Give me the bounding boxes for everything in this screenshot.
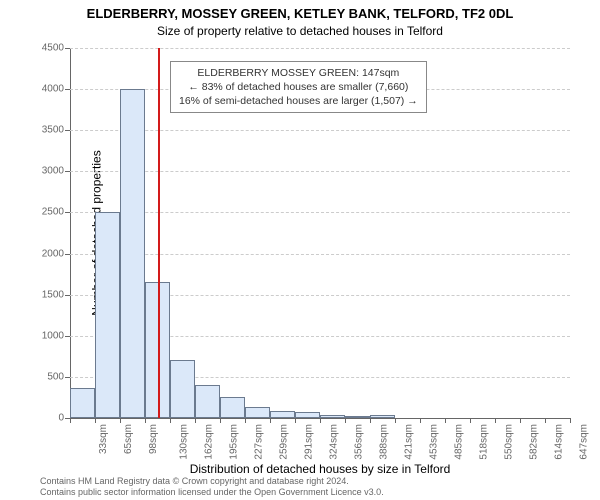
x-tick-mark xyxy=(470,418,471,423)
histogram-bar xyxy=(70,388,95,418)
y-tick-label: 0 xyxy=(58,413,64,424)
y-tick-mark xyxy=(65,171,70,172)
x-tick-mark xyxy=(170,418,171,423)
x-tick-mark xyxy=(420,418,421,423)
x-tick-label: 356sqm xyxy=(354,424,365,460)
x-tick-mark xyxy=(320,418,321,423)
x-tick-mark xyxy=(195,418,196,423)
x-tick-mark xyxy=(570,418,571,423)
x-tick-label: 33sqm xyxy=(98,424,109,454)
y-tick-mark xyxy=(65,89,70,90)
histogram-bar xyxy=(370,415,395,418)
annotation-line: ← 83% of detached houses are smaller (7,… xyxy=(179,80,418,94)
y-tick-label: 1500 xyxy=(42,289,64,300)
x-tick-label: 421sqm xyxy=(404,424,415,460)
y-tick-label: 1000 xyxy=(42,330,64,341)
x-tick-label: 388sqm xyxy=(379,424,390,460)
x-tick-mark xyxy=(445,418,446,423)
histogram-bar xyxy=(95,212,120,418)
gridline xyxy=(70,254,570,255)
x-tick-label: 291sqm xyxy=(304,424,315,460)
y-tick-mark xyxy=(65,212,70,213)
x-tick-label: 647sqm xyxy=(579,424,590,460)
x-tick-label: 485sqm xyxy=(454,424,465,460)
x-tick-label: 162sqm xyxy=(204,424,215,460)
y-tick-mark xyxy=(65,48,70,49)
x-tick-mark xyxy=(295,418,296,423)
x-tick-label: 195sqm xyxy=(229,424,240,460)
annotation-line: 16% of semi-detached houses are larger (… xyxy=(179,94,418,108)
y-tick-mark xyxy=(65,377,70,378)
y-tick-label: 2000 xyxy=(42,248,64,259)
y-tick-mark xyxy=(65,254,70,255)
histogram-bar xyxy=(195,385,220,418)
gridline xyxy=(70,130,570,131)
y-tick-label: 500 xyxy=(47,371,64,382)
histogram-bar xyxy=(345,416,370,418)
y-tick-label: 4000 xyxy=(42,84,64,95)
x-tick-mark xyxy=(345,418,346,423)
footnote-line2: Contains public sector information licen… xyxy=(40,487,384,498)
x-axis-label: Distribution of detached houses by size … xyxy=(70,462,570,476)
x-tick-label: 324sqm xyxy=(329,424,340,460)
chart-title-line2: Size of property relative to detached ho… xyxy=(0,24,600,38)
x-tick-mark xyxy=(95,418,96,423)
plot-area: 05001000150020002500300035004000450033sq… xyxy=(70,48,570,418)
x-tick-label: 518sqm xyxy=(479,424,490,460)
histogram-bar xyxy=(120,89,145,418)
chart-title-line1: ELDERBERRY, MOSSEY GREEN, KETLEY BANK, T… xyxy=(0,6,600,21)
x-tick-label: 582sqm xyxy=(529,424,540,460)
histogram-bar xyxy=(220,397,245,418)
chart-container: ELDERBERRY, MOSSEY GREEN, KETLEY BANK, T… xyxy=(0,0,600,500)
y-tick-label: 3000 xyxy=(42,166,64,177)
x-tick-mark xyxy=(220,418,221,423)
footnote-line1: Contains HM Land Registry data © Crown c… xyxy=(40,476,384,487)
x-tick-mark xyxy=(120,418,121,423)
x-tick-label: 453sqm xyxy=(429,424,440,460)
histogram-bar xyxy=(170,360,195,418)
x-tick-label: 259sqm xyxy=(279,424,290,460)
x-tick-mark xyxy=(145,418,146,423)
histogram-bar xyxy=(295,412,320,418)
x-tick-mark xyxy=(520,418,521,423)
y-tick-mark xyxy=(65,295,70,296)
x-tick-label: 65sqm xyxy=(123,424,134,454)
x-tick-label: 98sqm xyxy=(148,424,159,454)
gridline xyxy=(70,171,570,172)
histogram-bar xyxy=(245,407,270,418)
gridline xyxy=(70,212,570,213)
histogram-bar xyxy=(320,415,345,418)
annotation-line: ELDERBERRY MOSSEY GREEN: 147sqm xyxy=(179,66,418,80)
x-tick-label: 130sqm xyxy=(179,424,190,460)
gridline xyxy=(70,48,570,49)
x-tick-mark xyxy=(545,418,546,423)
x-tick-mark xyxy=(370,418,371,423)
y-tick-label: 2500 xyxy=(42,207,64,218)
x-tick-label: 227sqm xyxy=(254,424,265,460)
y-tick-label: 4500 xyxy=(42,43,64,54)
footnote: Contains HM Land Registry data © Crown c… xyxy=(40,476,384,498)
y-tick-label: 3500 xyxy=(42,125,64,136)
x-tick-mark xyxy=(70,418,71,423)
x-tick-mark xyxy=(270,418,271,423)
y-tick-mark xyxy=(65,130,70,131)
annotation-box: ELDERBERRY MOSSEY GREEN: 147sqm← 83% of … xyxy=(170,61,427,114)
histogram-bar xyxy=(270,411,295,418)
reference-line xyxy=(158,48,160,418)
x-tick-label: 614sqm xyxy=(554,424,565,460)
y-tick-mark xyxy=(65,336,70,337)
x-tick-mark xyxy=(245,418,246,423)
x-tick-mark xyxy=(395,418,396,423)
x-tick-label: 550sqm xyxy=(504,424,515,460)
x-tick-mark xyxy=(495,418,496,423)
